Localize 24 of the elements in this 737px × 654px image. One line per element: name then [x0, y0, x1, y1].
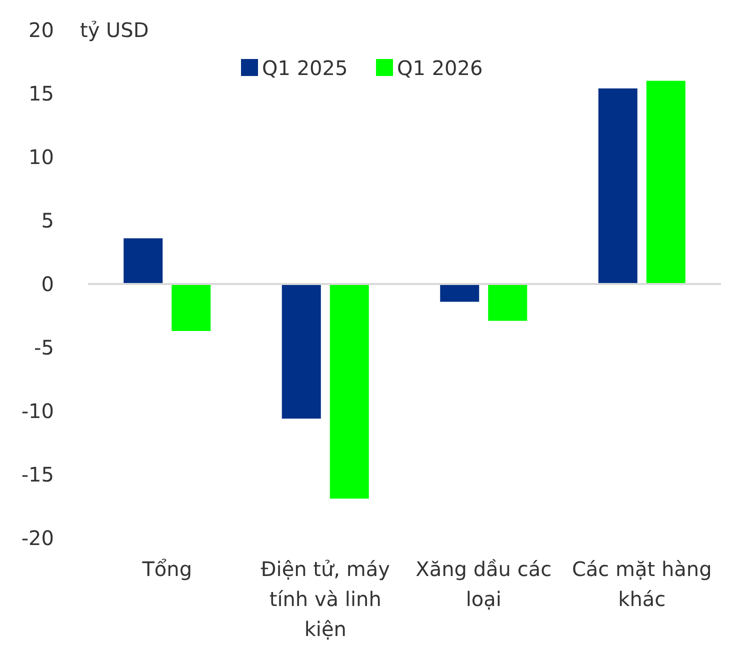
legend-label: Q1 2025	[262, 56, 348, 80]
x-tick-label: Xăng dầu các loại	[416, 557, 552, 611]
y-tick-label: 5	[41, 208, 54, 232]
y-tick-label: 10	[28, 145, 54, 169]
bar	[488, 284, 528, 321]
legend-label: Q1 2026	[397, 56, 483, 80]
y-tick-label: 0	[41, 272, 54, 296]
x-tick-label: Tổng	[141, 557, 192, 581]
x-tick-label: Các mặt hàng khác	[572, 557, 712, 611]
y-tick-label: -15	[21, 462, 54, 486]
x-tick-label: Điện tử, máy tính và linh kiện	[260, 557, 390, 641]
y-tick-label: -20	[21, 526, 54, 550]
bar	[440, 284, 480, 302]
bar	[330, 284, 369, 499]
bar	[646, 80, 686, 284]
y-tick-label: -10	[21, 399, 54, 423]
bar	[124, 238, 163, 284]
y-tick-label: -5	[34, 336, 54, 360]
bar	[172, 284, 211, 331]
bar	[282, 284, 321, 419]
y-axis-title: tỷ USD	[80, 18, 149, 42]
y-tick-label: 20	[28, 18, 54, 42]
bar	[598, 88, 638, 284]
y-tick-label: 15	[28, 82, 54, 106]
